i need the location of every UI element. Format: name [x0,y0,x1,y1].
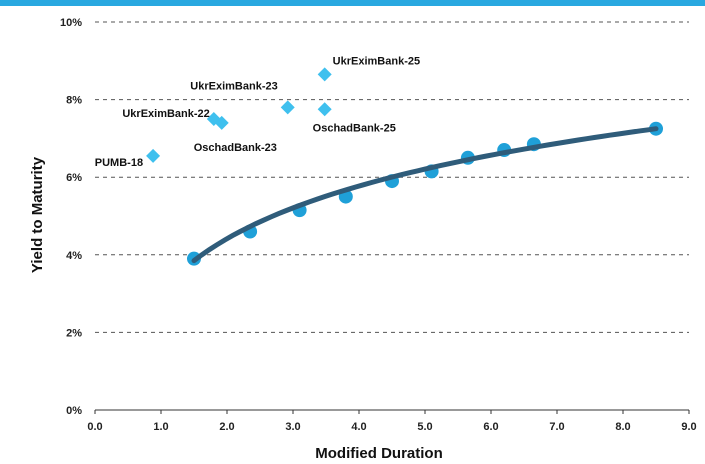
y-axis-ticks: 0% 2% 4% 6% 8% 10% [60,17,82,417]
diamond-point [146,148,161,163]
y-tick-label: 2% [66,327,82,339]
point-label: OschadBank-25 [313,122,396,134]
x-tick-label: 4.0 [351,421,366,433]
x-tick-label: 0.0 [87,421,102,433]
x-tick-label: 2.0 [219,421,234,433]
point-label: UkrEximBank-25 [333,55,420,67]
y-tick-label: 10% [60,17,82,29]
x-tick-label: 6.0 [483,421,498,433]
top-accent-band [0,0,705,6]
point-label: OschadBank-23 [194,142,277,154]
x-axis-title: Modified Duration [315,445,443,462]
x-tick-label: 8.0 [615,421,630,433]
point-labels: PUMB-18 UkrEximBank-22 OschadBank-23 UkrExi… [95,55,420,168]
x-axis [94,409,690,414]
x-tick-label: 1.0 [153,421,168,433]
point-label: UkrEximBank-23 [190,80,277,92]
y-axis-title: Yield to Maturity [29,156,46,273]
x-tick-label: 5.0 [417,421,432,433]
x-tick-label: 9.0 [681,421,696,433]
y-tick-label: 8% [66,95,82,107]
diamond-point [317,67,332,82]
diamond-point [214,115,229,130]
point-label: PUMB-18 [95,157,143,169]
y-tick-label: 0% [66,405,82,417]
y-tick-label: 6% [66,172,82,184]
y-tick-label: 4% [66,250,82,262]
trendline [191,126,659,264]
diamond-series [146,67,332,163]
diamond-point [317,102,332,117]
x-axis-ticks: 0.0 1.0 2.0 3.0 4.0 5.0 6.0 7.0 8.0 9.0 [87,421,696,433]
x-tick-label: 3.0 [285,421,300,433]
x-tick-label: 7.0 [549,421,564,433]
point-label: UkrEximBank-22 [122,108,209,120]
diamond-point [280,100,295,115]
trendline-group [191,126,659,264]
